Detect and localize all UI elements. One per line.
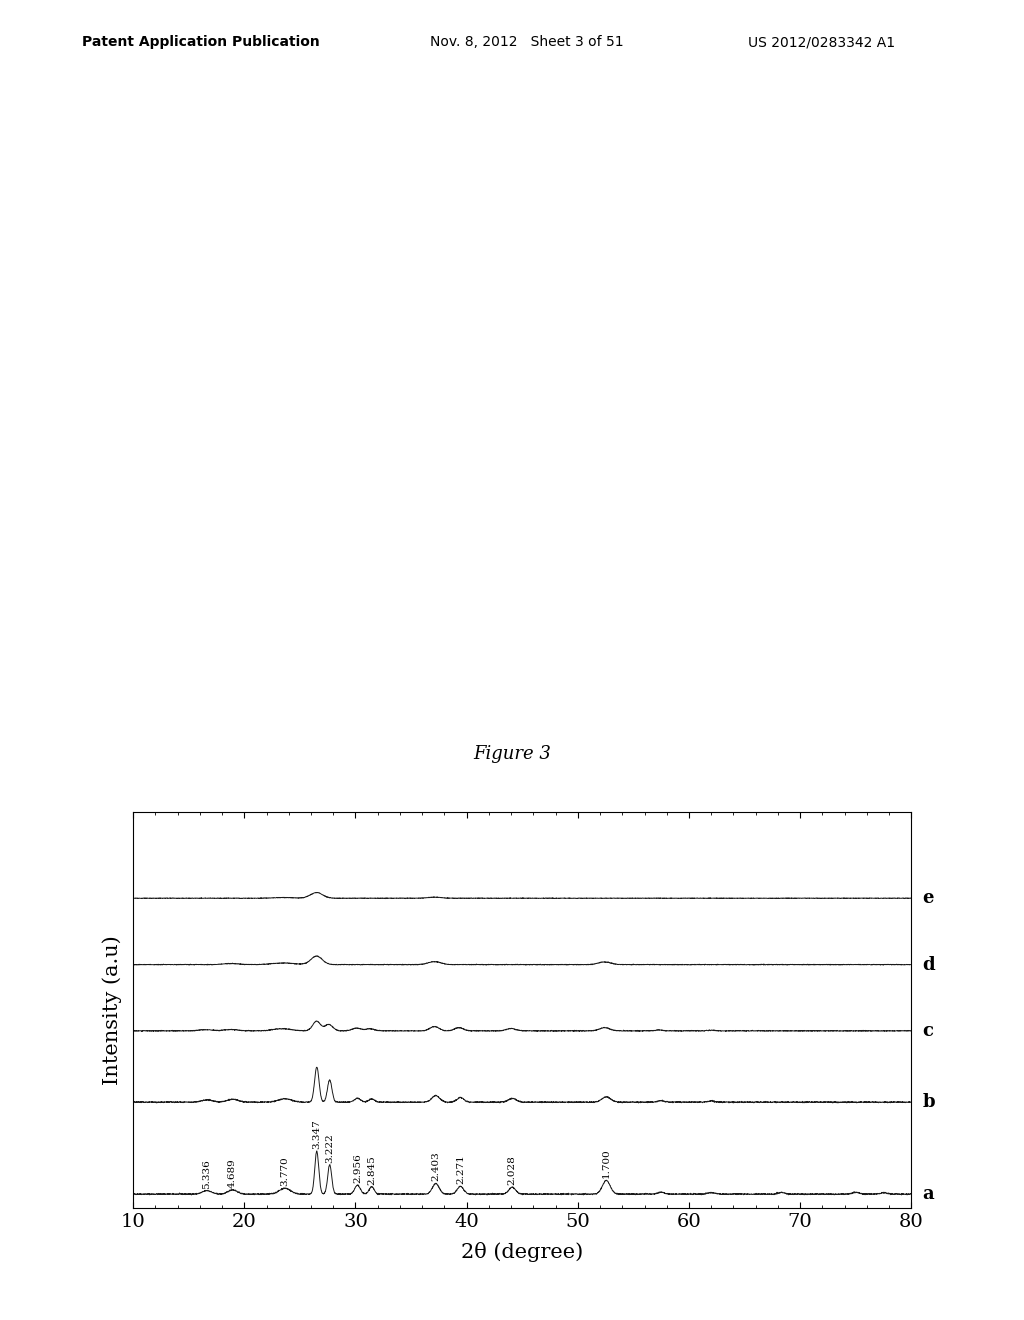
Text: c: c (923, 1022, 934, 1040)
X-axis label: 2θ (degree): 2θ (degree) (461, 1242, 584, 1262)
Text: US 2012/0283342 A1: US 2012/0283342 A1 (748, 36, 895, 49)
Text: 2.403: 2.403 (431, 1151, 440, 1181)
Text: Nov. 8, 2012   Sheet 3 of 51: Nov. 8, 2012 Sheet 3 of 51 (430, 36, 624, 49)
Text: e: e (923, 890, 934, 907)
Y-axis label: Intensity (a.u): Intensity (a.u) (102, 935, 122, 1085)
Text: 2.271: 2.271 (456, 1155, 465, 1184)
Text: Figure 3: Figure 3 (473, 744, 551, 763)
Text: 3.222: 3.222 (326, 1133, 334, 1163)
Text: 1.700: 1.700 (602, 1148, 610, 1179)
Text: 2.845: 2.845 (367, 1155, 376, 1184)
Text: 2.956: 2.956 (353, 1154, 361, 1184)
Text: 2.028: 2.028 (508, 1155, 517, 1185)
Text: 3.347: 3.347 (312, 1119, 322, 1148)
Text: Patent Application Publication: Patent Application Publication (82, 36, 319, 49)
Text: 4.689: 4.689 (228, 1158, 238, 1188)
Text: a: a (923, 1185, 934, 1203)
Text: d: d (923, 956, 935, 974)
Text: 5.336: 5.336 (203, 1159, 212, 1188)
Text: b: b (923, 1093, 935, 1111)
Text: 3.770: 3.770 (281, 1156, 290, 1187)
